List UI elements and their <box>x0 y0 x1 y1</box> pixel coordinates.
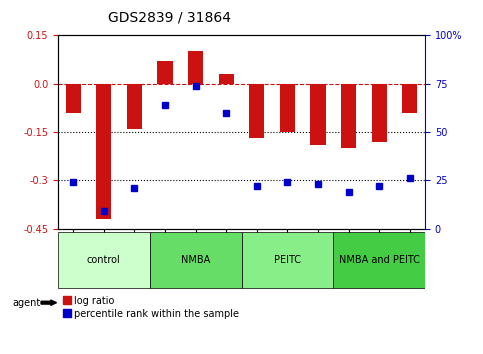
Text: control: control <box>87 255 121 265</box>
Bar <box>311 84 326 145</box>
Text: NMBA and PEITC: NMBA and PEITC <box>339 255 420 265</box>
Text: GDS2839 / 31864: GDS2839 / 31864 <box>108 11 230 25</box>
Legend: log ratio, percentile rank within the sample: log ratio, percentile rank within the sa… <box>63 296 240 319</box>
Bar <box>127 84 142 129</box>
Bar <box>66 84 81 113</box>
Bar <box>402 84 417 113</box>
FancyBboxPatch shape <box>333 232 425 288</box>
Text: NMBA: NMBA <box>181 255 210 265</box>
Bar <box>371 84 387 142</box>
Bar <box>249 84 265 138</box>
Bar <box>188 51 203 84</box>
Bar <box>219 74 234 84</box>
FancyBboxPatch shape <box>58 232 150 288</box>
Text: PEITC: PEITC <box>274 255 301 265</box>
Bar <box>157 61 173 84</box>
FancyBboxPatch shape <box>150 232 242 288</box>
Text: agent: agent <box>12 298 40 308</box>
FancyBboxPatch shape <box>242 232 333 288</box>
Bar <box>341 84 356 148</box>
Bar <box>96 84 112 219</box>
Bar <box>280 84 295 132</box>
